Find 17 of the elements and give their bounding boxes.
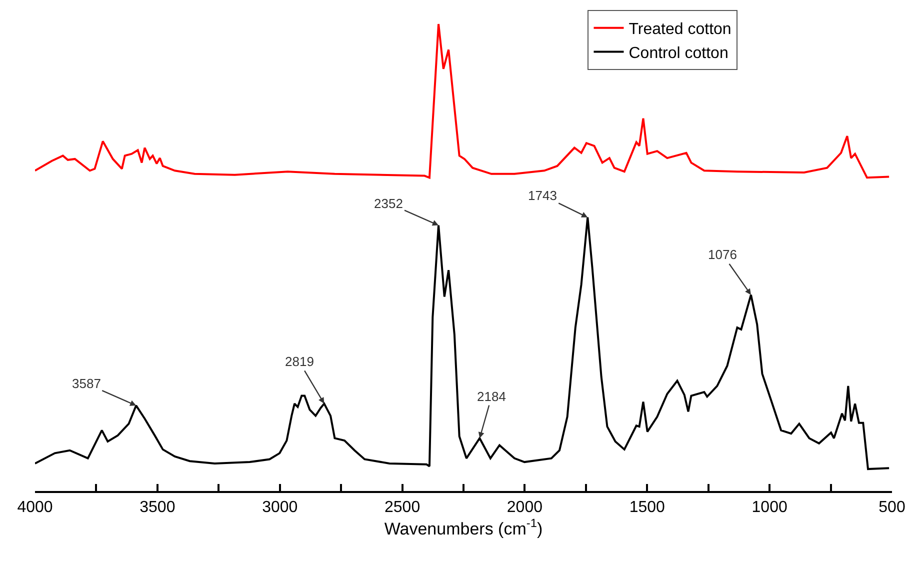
x-tick-label: 4000 [17,499,53,516]
x-axis-title: Wavenumbers (cm$^{-1}$) [384,516,543,538]
x-tick-label: 3000 [262,499,298,516]
x-tick-label: 500 [878,499,906,516]
x-tick-label: 1000 [752,499,788,516]
x-tick-label: 3500 [140,499,176,516]
annotation: 1076 [708,247,737,262]
x-tick-label: 1500 [629,499,666,516]
legend-label: Control cotton [628,44,728,62]
annotation: 2352 [374,196,403,211]
annotation: 1743 [528,188,557,203]
annotation: 2819 [285,354,314,369]
annotation: 3587 [72,376,101,391]
x-tick-label: 2500 [384,499,420,516]
legend-label: Treated cotton [628,21,732,38]
annotation: 2184 [477,389,506,404]
x-tick-label: 2000 [506,499,543,516]
